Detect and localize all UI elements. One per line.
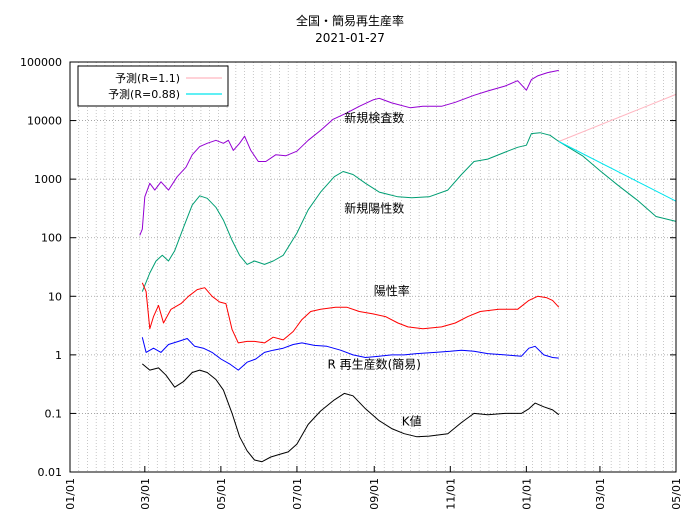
x-tick-label: 09/01 <box>368 478 381 510</box>
annotation-label: 陽性率 <box>374 283 410 298</box>
legend: 予測(R=1.1) 予測(R=0.88) <box>77 65 229 107</box>
legend-box <box>77 65 229 107</box>
plot-frame <box>69 61 677 473</box>
y-tick-label: 10 <box>48 290 62 303</box>
y-tick-label: 0.01 <box>38 466 63 479</box>
y-tick-label: 10000 <box>27 115 62 128</box>
y-tick-label: 100 <box>41 232 62 245</box>
annotation-label: 新規検査数 <box>344 110 404 125</box>
x-tick-label: 07/01 <box>291 478 304 510</box>
legend-label: 予測(R=0.88) <box>108 87 180 101</box>
legend-label: 予測(R=1.1) <box>115 71 180 85</box>
annotation-label: K値 <box>402 414 422 429</box>
series-line-r- <box>141 337 559 371</box>
chart-title: 全国・簡易再生産率 <box>296 13 404 28</box>
x-tick-label: 05/01 <box>215 478 228 510</box>
axis-ticks: 0.01 0.1 1 10 100 1000 10000 100000 01/01 03/01 05… <box>20 56 683 510</box>
chart-subtitle: 2021-01-27 <box>315 31 385 45</box>
series-line-- <box>141 282 560 344</box>
series-group <box>139 69 677 463</box>
annotation-label: 新規陽性数 <box>344 200 404 215</box>
x-tick-label: 01/01 <box>520 478 533 510</box>
y-tick-label: 1 <box>55 349 62 362</box>
y-tick-label: 100000 <box>20 56 62 69</box>
series-line--r-0.88- <box>558 141 677 202</box>
series-line-k- <box>141 363 560 463</box>
y-tick-label: 0.1 <box>45 407 63 420</box>
series-line-- <box>139 69 559 236</box>
x-tick-label: 05/01 <box>670 478 683 510</box>
series-line-- <box>141 132 677 292</box>
x-tick-label: 01/01 <box>64 478 77 510</box>
y-tick-label: 1000 <box>34 173 62 186</box>
x-tick-label: 03/01 <box>139 478 152 510</box>
x-tick-label: 11/01 <box>444 478 457 510</box>
grid <box>69 61 676 473</box>
annotation-label: R 再生産数(簡易) <box>327 357 421 372</box>
x-tick-label: 03/01 <box>594 478 607 510</box>
series-line--r-1.1- <box>558 93 677 142</box>
